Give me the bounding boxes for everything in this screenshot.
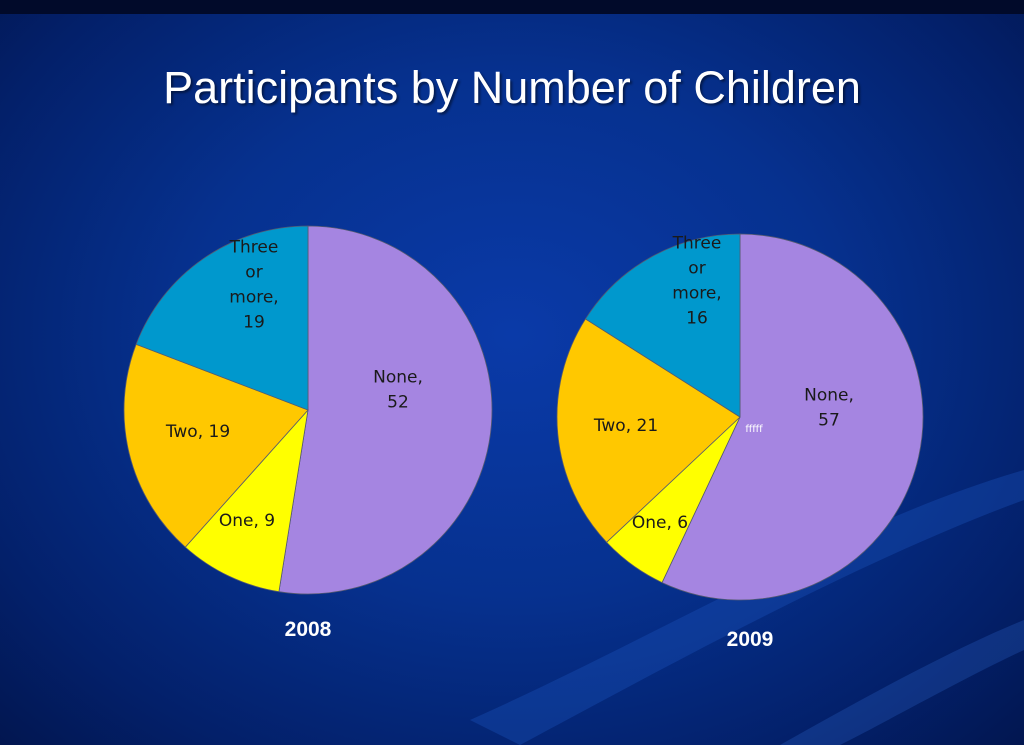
slice-label-three-or-more: Three or more, 16 [672,234,722,329]
slice-label-three-or-more: Three or more, 19 [229,238,279,333]
slice-label-none: None, 57 [804,386,854,431]
slide-title: Participants by Number of Children [163,62,861,113]
year-label: 2008 [285,618,332,641]
slice-label-two: Two, 21 [593,416,658,436]
pie-slice-two [123,343,309,548]
year-label: 2009 [727,628,774,651]
pie-slice-none [278,225,493,595]
pie-slice-none [661,233,924,601]
pie-slice-three-or-more [135,225,309,411]
pie-slice-three-or-more [584,233,741,418]
pie-slice-one [184,408,309,593]
pie-chart-2009: None, 57 One, 6 Two, 21 Three or more, 16 2009 ff… [556,233,924,651]
slice-label-one: One, 9 [219,511,275,531]
pie-slice-two [556,318,741,543]
pie-chart-2008: None, 52 One, 9 Two, 19 Three or more, 19 2008 [123,225,493,641]
top-bar [0,0,1024,14]
slice-label-one: One, 6 [632,513,688,533]
slice-label-none: None, 52 [373,368,423,413]
annotation-text: fffff [745,424,763,435]
slice-label-two: Two, 19 [165,422,230,442]
